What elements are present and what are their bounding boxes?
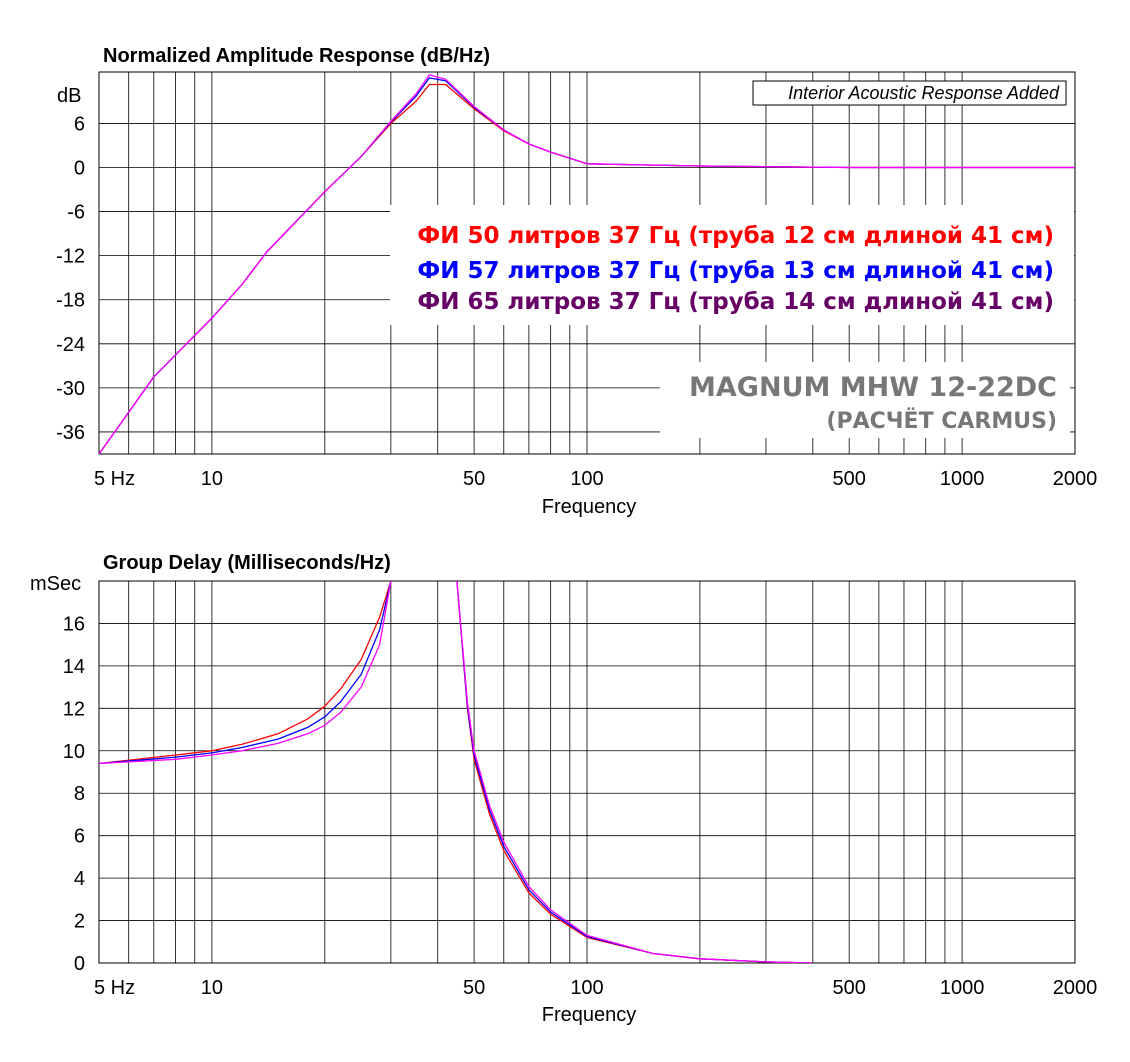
y-tick-label: 0 [74, 158, 85, 180]
legend-box [390, 205, 1074, 325]
brand-box [660, 362, 1070, 438]
series-line [456, 581, 813, 963]
annotation-box [752, 80, 1067, 106]
series-lines [99, 581, 813, 963]
x-tick-label: 500 [832, 977, 865, 999]
x-tick-label: 10 [201, 468, 223, 490]
x-tick-label: 10 [201, 977, 223, 999]
series-line [99, 581, 392, 765]
series-lines [99, 74, 1075, 454]
legend: ФИ 50 литров 37 Гц (труба 12 см длиной 4… [417, 223, 1054, 315]
y-tick-label: 12 [63, 698, 85, 720]
group-delay-chart-title: Group Delay (Milliseconds/Hz) [103, 552, 391, 574]
series-line [99, 74, 1075, 454]
x-tick-label: 500 [832, 468, 865, 490]
x-tick-label: 2000 [1053, 468, 1098, 490]
amplitude-series [99, 74, 1075, 454]
series-line [99, 581, 392, 765]
y-tick-label: 16 [63, 613, 85, 635]
y-tick-label: 14 [63, 656, 85, 678]
y-tick-label: -30 [56, 378, 85, 400]
x-tick-label: 100 [570, 977, 603, 999]
legend-entry: ФИ 50 литров 37 Гц (труба 12 см длиной 4… [417, 223, 1054, 249]
legend-entry: ФИ 57 литров 37 Гц (труба 13 см длиной 4… [417, 258, 1054, 284]
x-tick-label: 50 [463, 468, 485, 490]
amplitude-x-axis-label: Frequency [542, 496, 637, 518]
y-tick-label: 6 [74, 113, 85, 135]
y-tick-label: 2 [74, 911, 85, 933]
x-tick-label: 50 [463, 977, 485, 999]
amplitude-chart: Normalized Amplitude Response (dB/Hz) dB… [56, 45, 1097, 518]
amplitude-chart-title: Normalized Amplitude Response (dB/Hz) [103, 45, 490, 67]
series-line [99, 581, 392, 765]
y-tick-label: 8 [74, 783, 85, 805]
group-delay-y-ticks: 16 14 12 10 8 6 4 2 0 [63, 613, 85, 975]
annotation-text: Interior Acoustic Response Added [788, 83, 1060, 103]
brand-title: MAGNUM MHW 12-22DC [689, 372, 1057, 403]
group-delay-series [99, 581, 813, 963]
series-line [456, 581, 813, 963]
group-delay-x-axis-label: Frequency [542, 1004, 637, 1026]
group-delay-grid [99, 581, 1075, 963]
group-delay-y-unit: mSec [30, 573, 81, 595]
series-line [456, 581, 813, 963]
y-tick-label: 4 [74, 868, 85, 890]
x-tick-label: 2000 [1053, 977, 1098, 999]
y-tick-label: 10 [63, 741, 85, 763]
y-tick-label: -12 [56, 246, 85, 268]
group-delay-x-ticks: 5 Hz 10 50 100 500 1000 2000 [94, 977, 1097, 999]
amplitude-y-unit: dB [57, 85, 81, 107]
x-tick-label: 100 [570, 468, 603, 490]
y-tick-label: 0 [74, 953, 85, 975]
group-delay-chart: Group Delay (Milliseconds/Hz) mSec 16141… [30, 552, 1097, 1026]
y-tick-label: -36 [56, 422, 85, 444]
x-tick-label: 5 Hz [94, 468, 135, 490]
amplitude-x-ticks: 5 Hz 10 50 100 500 1000 2000 [94, 468, 1097, 490]
y-tick-label: -24 [56, 334, 85, 356]
y-tick-label: 6 [74, 826, 85, 848]
x-tick-label: 1000 [940, 468, 985, 490]
brand-subtitle: (РАСЧЁТ CARMUS) [826, 408, 1057, 434]
y-tick-label: -18 [56, 290, 85, 312]
y-tick-label: -6 [67, 202, 85, 224]
legend-entry: ФИ 65 литров 37 Гц (труба 14 см длиной 4… [417, 289, 1054, 315]
x-tick-label: 1000 [940, 977, 985, 999]
amplitude-y-ticks: 6 0 -6 -12 -18 -24 -30 -36 [56, 113, 85, 444]
x-tick-label: 5 Hz [94, 977, 135, 999]
